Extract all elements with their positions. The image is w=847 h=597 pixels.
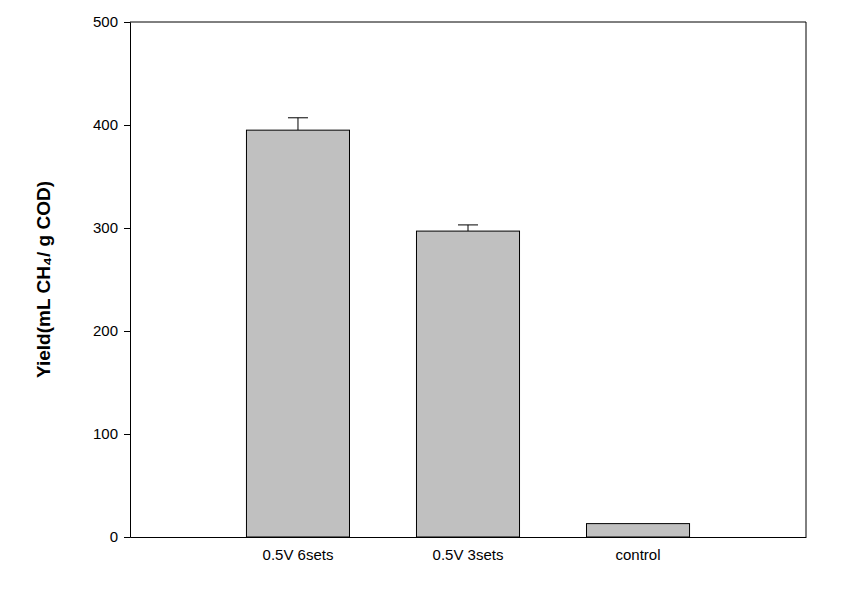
bar (587, 524, 690, 537)
x-axis-line (131, 537, 807, 538)
y-axis-title: Yield(mL CH₄/ g COD) (33, 181, 54, 378)
y-tick-mark (124, 537, 130, 538)
y-tick-mark (124, 434, 130, 435)
plot: 0 100 200 300 400 500 0.5V 6sets 0.5V 3sets cont… (93, 13, 807, 562)
error-bar-stem (468, 225, 469, 231)
error-bar (288, 118, 308, 130)
x-tick-label: control (616, 546, 661, 563)
error-bar-stem (297, 118, 298, 130)
x-tick: control (616, 537, 661, 563)
y-tick-mark (124, 22, 130, 23)
y-tick-label: 300 (93, 219, 118, 236)
y-tick: 0 (110, 528, 130, 545)
y-tick-mark (124, 228, 130, 229)
x-axis: 0.5V 6sets 0.5V 3sets control (131, 537, 807, 563)
x-tick-label: 0.5V 3sets (433, 546, 504, 563)
x-tick: 0.5V 6sets (263, 537, 334, 563)
y-tick-label: 400 (93, 116, 118, 133)
y-tick: 500 (93, 13, 130, 30)
error-bar-cap (458, 224, 478, 225)
chart: 0 100 200 300 400 500 0.5V 6sets 0.5V 3sets cont… (0, 0, 847, 597)
x-tick-label: 0.5V 6sets (263, 546, 334, 563)
error-bar (458, 225, 478, 231)
y-tick-mark (124, 125, 130, 126)
y-axis-line (124, 23, 131, 538)
bar (416, 231, 519, 537)
frame-top (130, 22, 806, 23)
y-tick: 100 (93, 425, 130, 442)
y-tick-label: 200 (93, 322, 118, 339)
y-tick: 200 (93, 322, 130, 339)
bars (246, 118, 689, 537)
y-tick: 400 (93, 116, 130, 133)
frame-right (806, 22, 807, 537)
y-tick: 300 (93, 219, 130, 236)
y-tick-label: 100 (93, 425, 118, 442)
y-tick-label: 500 (93, 13, 118, 30)
x-tick: 0.5V 3sets (433, 537, 504, 563)
y-axis: 0 100 200 300 400 500 (93, 13, 131, 545)
y-tick-label: 0 (110, 528, 118, 545)
y-tick-mark (124, 331, 130, 332)
error-bar-cap (288, 117, 308, 118)
bar (246, 130, 349, 537)
